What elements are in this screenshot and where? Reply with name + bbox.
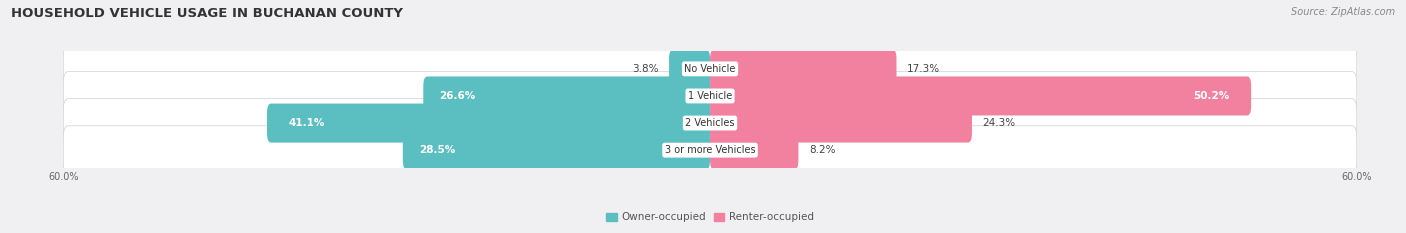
FancyBboxPatch shape xyxy=(710,103,972,143)
Text: 2 Vehicles: 2 Vehicles xyxy=(685,118,735,128)
FancyBboxPatch shape xyxy=(63,99,1357,147)
Text: 1 Vehicle: 1 Vehicle xyxy=(688,91,733,101)
Text: 28.5%: 28.5% xyxy=(419,145,456,155)
Text: 50.2%: 50.2% xyxy=(1194,91,1230,101)
Text: No Vehicle: No Vehicle xyxy=(685,64,735,74)
FancyBboxPatch shape xyxy=(710,49,897,88)
FancyBboxPatch shape xyxy=(63,45,1357,93)
Text: 8.2%: 8.2% xyxy=(810,145,835,155)
Legend: Owner-occupied, Renter-occupied: Owner-occupied, Renter-occupied xyxy=(602,208,818,227)
FancyBboxPatch shape xyxy=(267,103,710,143)
FancyBboxPatch shape xyxy=(710,131,799,170)
Text: HOUSEHOLD VEHICLE USAGE IN BUCHANAN COUNTY: HOUSEHOLD VEHICLE USAGE IN BUCHANAN COUN… xyxy=(11,7,404,20)
Text: 24.3%: 24.3% xyxy=(983,118,1017,128)
Text: 41.1%: 41.1% xyxy=(288,118,325,128)
FancyBboxPatch shape xyxy=(63,72,1357,120)
Text: 3 or more Vehicles: 3 or more Vehicles xyxy=(665,145,755,155)
FancyBboxPatch shape xyxy=(402,131,710,170)
FancyBboxPatch shape xyxy=(669,49,710,88)
Text: 26.6%: 26.6% xyxy=(440,91,475,101)
Text: 3.8%: 3.8% xyxy=(631,64,658,74)
Text: Source: ZipAtlas.com: Source: ZipAtlas.com xyxy=(1291,7,1395,17)
FancyBboxPatch shape xyxy=(423,76,710,116)
FancyBboxPatch shape xyxy=(710,76,1251,116)
Text: 17.3%: 17.3% xyxy=(907,64,941,74)
FancyBboxPatch shape xyxy=(63,126,1357,175)
